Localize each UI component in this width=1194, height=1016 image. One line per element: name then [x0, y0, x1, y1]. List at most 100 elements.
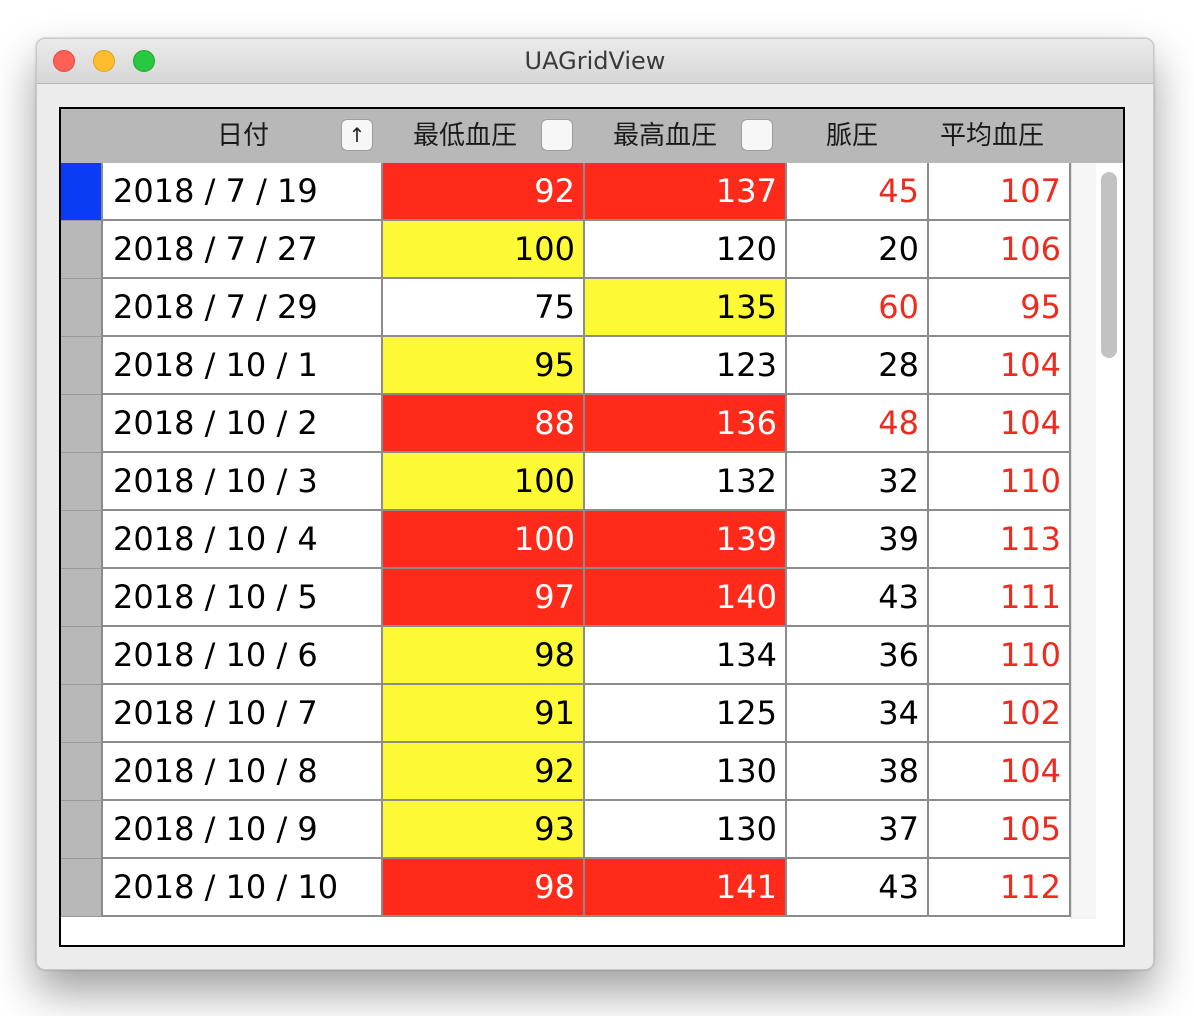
table-row[interactable]: 2018 / 10 / 8 92 130 38 104: [61, 743, 1123, 801]
low-bp-cell[interactable]: 100: [383, 453, 585, 511]
row-header[interactable]: [61, 627, 101, 685]
high-bp-cell[interactable]: 120: [585, 221, 787, 279]
pulse-pressure-cell[interactable]: 43: [787, 859, 929, 917]
table-row[interactable]: 2018 / 10 / 4 100 139 39 113: [61, 511, 1123, 569]
mean-bp-cell[interactable]: 111: [929, 569, 1071, 627]
date-cell[interactable]: 2018 / 10 / 5: [101, 569, 383, 627]
mean-bp-cell[interactable]: 105: [929, 801, 1071, 859]
pulse-pressure-cell[interactable]: 20: [787, 221, 929, 279]
sort-ascending-button[interactable]: ↑: [341, 119, 373, 151]
header-high-bp-label[interactable]: 最高血圧: [612, 121, 717, 151]
low-bp-cell[interactable]: 88: [383, 395, 585, 453]
date-cell[interactable]: 2018 / 10 / 4: [101, 511, 383, 569]
row-header[interactable]: [61, 279, 101, 337]
row-header[interactable]: [61, 453, 101, 511]
pulse-pressure-cell[interactable]: 43: [787, 569, 929, 627]
low-bp-cell[interactable]: 75: [383, 279, 585, 337]
pulse-pressure-cell[interactable]: 39: [787, 511, 929, 569]
table-row[interactable]: 2018 / 10 / 1 95 123 28 104: [61, 337, 1123, 395]
high-bp-cell[interactable]: 136: [585, 395, 787, 453]
date-cell[interactable]: 2018 / 10 / 2: [101, 395, 383, 453]
low-bp-cell[interactable]: 100: [383, 511, 585, 569]
pulse-pressure-cell[interactable]: 34: [787, 685, 929, 743]
high-bp-cell[interactable]: 141: [585, 859, 787, 917]
high-bp-cell[interactable]: 135: [585, 279, 787, 337]
pulse-pressure-cell[interactable]: 38: [787, 743, 929, 801]
row-header[interactable]: [61, 859, 101, 917]
mean-bp-cell[interactable]: 104: [929, 337, 1071, 395]
high-bp-cell[interactable]: 123: [585, 337, 787, 395]
low-bp-cell[interactable]: 98: [383, 859, 585, 917]
pulse-pressure-cell[interactable]: 28: [787, 337, 929, 395]
high-bp-cell[interactable]: 130: [585, 743, 787, 801]
high-bp-cell[interactable]: 134: [585, 627, 787, 685]
high-bp-cell[interactable]: 137: [585, 163, 787, 221]
date-cell[interactable]: 2018 / 10 / 3: [101, 453, 383, 511]
date-cell[interactable]: 2018 / 10 / 7: [101, 685, 383, 743]
vertical-scrollbar-track[interactable]: [1071, 163, 1096, 919]
high-bp-cell[interactable]: 140: [585, 569, 787, 627]
mean-bp-cell[interactable]: 95: [929, 279, 1071, 337]
table-row[interactable]: 2018 / 7 / 19 92 137 45 107: [61, 163, 1123, 221]
low-bp-cell[interactable]: 98: [383, 627, 585, 685]
low-bp-cell[interactable]: 93: [383, 801, 585, 859]
low-bp-cell[interactable]: 100: [383, 221, 585, 279]
high-bp-cell[interactable]: 125: [585, 685, 787, 743]
row-header[interactable]: [61, 801, 101, 859]
date-cell[interactable]: 2018 / 10 / 1: [101, 337, 383, 395]
row-header[interactable]: [61, 395, 101, 453]
pulse-pressure-cell[interactable]: 48: [787, 395, 929, 453]
table-row[interactable]: 2018 / 10 / 9 93 130 37 105: [61, 801, 1123, 859]
header-low-bp-label[interactable]: 最低血圧: [412, 121, 517, 151]
low-bp-cell[interactable]: 97: [383, 569, 585, 627]
date-cell[interactable]: 2018 / 7 / 19: [101, 163, 383, 221]
pulse-pressure-cell[interactable]: 32: [787, 453, 929, 511]
high-bp-cell[interactable]: 139: [585, 511, 787, 569]
table-row[interactable]: 2018 / 7 / 29 75 135 60 95: [61, 279, 1123, 337]
date-cell[interactable]: 2018 / 10 / 9: [101, 801, 383, 859]
pulse-pressure-cell[interactable]: 45: [787, 163, 929, 221]
table-row[interactable]: 2018 / 10 / 2 88 136 48 104: [61, 395, 1123, 453]
mean-bp-cell[interactable]: 107: [929, 163, 1071, 221]
mean-bp-cell[interactable]: 110: [929, 453, 1071, 511]
low-bp-cell[interactable]: 92: [383, 163, 585, 221]
mean-bp-cell[interactable]: 104: [929, 395, 1071, 453]
low-bp-cell[interactable]: 91: [383, 685, 585, 743]
table-row[interactable]: 2018 / 10 / 5 97 140 43 111: [61, 569, 1123, 627]
mean-bp-cell[interactable]: 106: [929, 221, 1071, 279]
table-row[interactable]: 2018 / 7 / 27 100 120 20 106: [61, 221, 1123, 279]
date-cell[interactable]: 2018 / 7 / 27: [101, 221, 383, 279]
table-row[interactable]: 2018 / 10 / 3 100 132 32 110: [61, 453, 1123, 511]
pulse-pressure-cell[interactable]: 37: [787, 801, 929, 859]
pulse-pressure-cell[interactable]: 60: [787, 279, 929, 337]
zoom-window-button[interactable]: [133, 50, 155, 72]
row-header[interactable]: [61, 337, 101, 395]
row-header[interactable]: [61, 685, 101, 743]
row-header[interactable]: [61, 221, 101, 279]
row-header[interactable]: [61, 743, 101, 801]
header-date-label[interactable]: 日付: [216, 121, 269, 151]
pulse-pressure-cell[interactable]: 36: [787, 627, 929, 685]
high-bp-cell[interactable]: 132: [585, 453, 787, 511]
high-bp-cell[interactable]: 130: [585, 801, 787, 859]
mean-bp-cell[interactable]: 102: [929, 685, 1071, 743]
date-cell[interactable]: 2018 / 7 / 29: [101, 279, 383, 337]
table-row[interactable]: 2018 / 10 / 10 98 141 43 112: [61, 859, 1123, 917]
header-mean-bp-label[interactable]: 平均血圧: [939, 121, 1044, 151]
minimize-window-button[interactable]: [93, 50, 115, 72]
date-cell[interactable]: 2018 / 10 / 8: [101, 743, 383, 801]
header-high-bp-toggle[interactable]: [741, 119, 773, 151]
vertical-scrollbar-thumb[interactable]: [1101, 172, 1117, 358]
table-row[interactable]: 2018 / 10 / 7 91 125 34 102: [61, 685, 1123, 743]
mean-bp-cell[interactable]: 110: [929, 627, 1071, 685]
table-row[interactable]: 2018 / 10 / 6 98 134 36 110: [61, 627, 1123, 685]
row-header[interactable]: [61, 511, 101, 569]
mean-bp-cell[interactable]: 113: [929, 511, 1071, 569]
row-header[interactable]: [61, 569, 101, 627]
row-header-selected[interactable]: [61, 163, 101, 221]
low-bp-cell[interactable]: 95: [383, 337, 585, 395]
header-pulse-pressure-label[interactable]: 脈圧: [825, 121, 878, 151]
low-bp-cell[interactable]: 92: [383, 743, 585, 801]
title-bar[interactable]: UAGridView: [37, 39, 1153, 84]
mean-bp-cell[interactable]: 112: [929, 859, 1071, 917]
